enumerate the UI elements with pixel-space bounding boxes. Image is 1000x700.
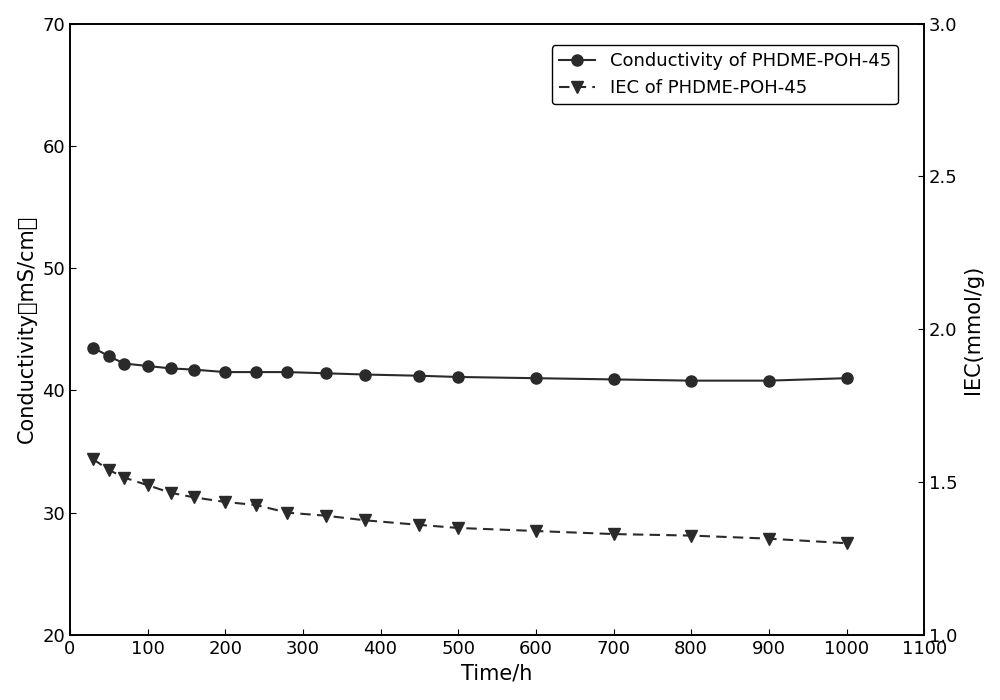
- Conductivity of PHDME-POH-45: [452, 373, 464, 382]
- IEC of PHDME-POH-45: [608, 530, 620, 538]
- IEC of PHDME-POH-45: [219, 498, 231, 506]
- Conductivity of PHDME-POH-45: [763, 377, 775, 385]
- IEC of PHDME-POH-45: [359, 516, 371, 524]
- IEC of PHDME-POH-45: [413, 521, 425, 529]
- IEC of PHDME-POH-45: [841, 539, 853, 547]
- Conductivity of PHDME-POH-45: [250, 368, 262, 377]
- IEC of PHDME-POH-45: [142, 481, 154, 489]
- IEC of PHDME-POH-45: [685, 531, 697, 540]
- Conductivity of PHDME-POH-45: [685, 377, 697, 385]
- Conductivity of PHDME-POH-45: [103, 352, 115, 361]
- Conductivity of PHDME-POH-45: [320, 369, 332, 377]
- IEC of PHDME-POH-45: [530, 527, 542, 536]
- Conductivity of PHDME-POH-45: [608, 375, 620, 384]
- Line: Conductivity of PHDME-POH-45: Conductivity of PHDME-POH-45: [88, 342, 852, 386]
- Line: IEC of PHDME-POH-45: IEC of PHDME-POH-45: [87, 453, 853, 550]
- Legend: Conductivity of PHDME-POH-45, IEC of PHDME-POH-45: Conductivity of PHDME-POH-45, IEC of PHD…: [552, 45, 898, 104]
- Conductivity of PHDME-POH-45: [188, 365, 200, 374]
- Conductivity of PHDME-POH-45: [165, 364, 177, 372]
- Y-axis label: IEC(mmol/g): IEC(mmol/g): [963, 265, 983, 394]
- Conductivity of PHDME-POH-45: [87, 344, 99, 352]
- IEC of PHDME-POH-45: [320, 512, 332, 520]
- Conductivity of PHDME-POH-45: [281, 368, 293, 377]
- IEC of PHDME-POH-45: [452, 524, 464, 532]
- Conductivity of PHDME-POH-45: [118, 359, 130, 368]
- Conductivity of PHDME-POH-45: [841, 374, 853, 382]
- IEC of PHDME-POH-45: [281, 508, 293, 517]
- Conductivity of PHDME-POH-45: [413, 372, 425, 380]
- IEC of PHDME-POH-45: [118, 473, 130, 482]
- Conductivity of PHDME-POH-45: [142, 362, 154, 370]
- IEC of PHDME-POH-45: [763, 534, 775, 542]
- IEC of PHDME-POH-45: [188, 494, 200, 502]
- Conductivity of PHDME-POH-45: [219, 368, 231, 377]
- Conductivity of PHDME-POH-45: [530, 374, 542, 382]
- Conductivity of PHDME-POH-45: [359, 370, 371, 379]
- X-axis label: Time/h: Time/h: [461, 664, 533, 683]
- Y-axis label: Conductivity（mS/cm）: Conductivity（mS/cm）: [17, 215, 37, 443]
- IEC of PHDME-POH-45: [87, 455, 99, 463]
- IEC of PHDME-POH-45: [103, 466, 115, 474]
- IEC of PHDME-POH-45: [250, 500, 262, 509]
- IEC of PHDME-POH-45: [165, 489, 177, 497]
